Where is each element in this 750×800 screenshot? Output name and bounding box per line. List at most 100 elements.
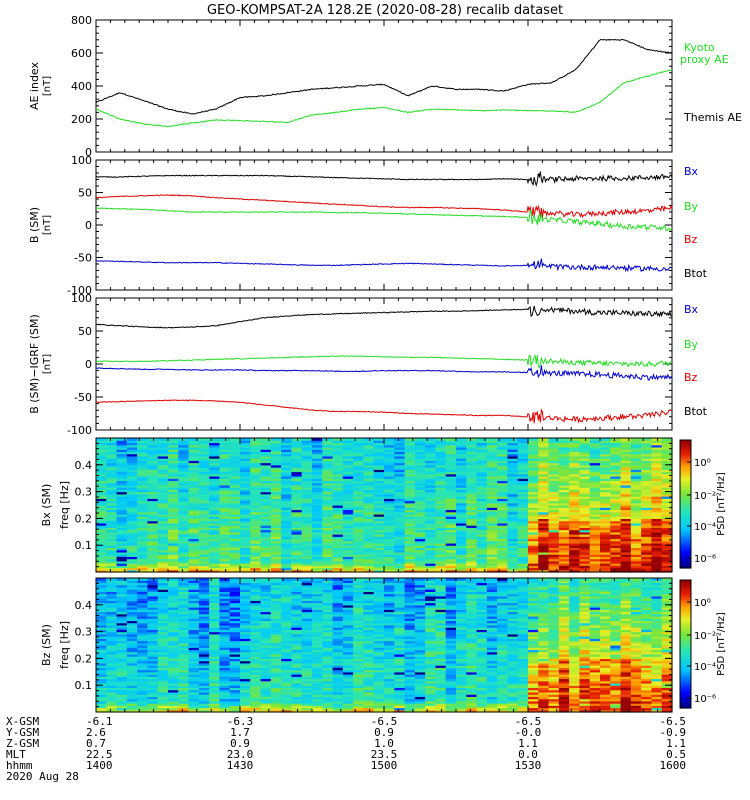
- bxspec-cell: [456, 444, 467, 448]
- bxspec-cell: [445, 440, 457, 444]
- bxspec-cell: [147, 522, 159, 526]
- bxspec-cell: [168, 502, 179, 506]
- bxspec-cell: [548, 520, 560, 524]
- bxspec-cell: [178, 560, 190, 564]
- bzspec-cell: [147, 598, 159, 601]
- bxspec-cell: [425, 567, 437, 571]
- bxspec-cell: [96, 527, 107, 531]
- bxspec-cell: [157, 440, 169, 444]
- bxspec-cell: [240, 563, 251, 566]
- bxspec-cell: [600, 522, 611, 526]
- bzspec-cell: [157, 665, 169, 668]
- bxspec-cell: [168, 469, 179, 473]
- bxspec-cell: [445, 451, 457, 455]
- bzspec-cell: [240, 658, 251, 662]
- bxspec-cell: [312, 467, 323, 470]
- bxspec-cell: [507, 460, 519, 464]
- ae-legend-kyoto: Kyoto: [684, 41, 715, 54]
- bzspec-cell: [219, 671, 231, 675]
- bzspec-cell: [96, 653, 107, 657]
- bxspec-cell: [96, 547, 107, 551]
- bxspec-cell: [507, 554, 519, 557]
- bzspec-cell: [137, 671, 149, 675]
- ae-legend-proxy: proxy AE: [680, 53, 729, 66]
- bzspec-cell: [157, 589, 169, 592]
- bxspec-cell: [384, 487, 395, 490]
- bxspec-cell: [569, 502, 581, 506]
- bxspec-cell: [363, 569, 375, 573]
- bxspec-cell: [425, 507, 437, 511]
- bxspec-cell: [610, 569, 622, 573]
- bxspec-cell: [651, 502, 663, 506]
- bxspec-cell: [384, 473, 395, 477]
- bxspec-cell: [517, 540, 529, 544]
- bzspec-cell: [168, 584, 179, 588]
- bxspec-cell: [363, 446, 375, 450]
- bxspec-cell: [620, 505, 632, 508]
- bzspec-cell: [209, 700, 221, 704]
- bxspec-cell: [188, 507, 200, 511]
- bxspec-cell: [641, 496, 653, 499]
- bxspec-cell: [414, 451, 426, 455]
- bxspec-cell: [641, 473, 653, 477]
- bxspec-cell: [116, 502, 128, 506]
- bxspec-cell: [363, 560, 375, 564]
- bxspec-cell: [435, 547, 447, 551]
- bxspec-cell: [353, 502, 365, 506]
- bxspec-cell: [404, 451, 416, 455]
- bxspec-cell: [404, 500, 416, 504]
- bzspec-cell: [209, 618, 221, 622]
- bxspec-cell: [466, 489, 478, 493]
- bxspec-cell: [373, 500, 385, 504]
- bzspec-cell: [106, 680, 118, 684]
- bxspec-cell: [466, 516, 478, 519]
- bxspec-cell: [291, 558, 303, 562]
- bxspec-cell: [219, 453, 231, 457]
- bxspec-cell: [157, 487, 169, 490]
- bxspec-cell: [157, 480, 169, 484]
- bxspec-cell: [641, 536, 653, 540]
- bxspec-cell: [126, 538, 138, 542]
- bxspec-cell: [353, 487, 365, 490]
- bxspec-cell: [425, 473, 437, 477]
- bxspec-cell: [178, 525, 190, 528]
- bxspec-cell: [620, 458, 632, 461]
- bxspec-cell: [466, 482, 478, 486]
- bxspec-cell: [414, 540, 426, 544]
- bxspec-cell: [219, 518, 231, 522]
- bxspec-cell: [404, 455, 416, 459]
- bzspec-cell: [178, 696, 190, 700]
- bzspec-cell: [229, 649, 241, 653]
- bxspec-cell: [137, 520, 149, 524]
- bxspec-cell: [600, 444, 611, 448]
- bxspec-cell: [198, 473, 210, 477]
- bxspec-cell: [116, 489, 128, 493]
- bzspec-cell: [126, 671, 138, 675]
- bxspec-cell: [517, 531, 529, 535]
- bxspec-colorbar-cell: [680, 514, 691, 518]
- bsmigrf-frame: [95, 297, 673, 431]
- bzspec-cell: [178, 660, 190, 664]
- bxspec-cell: [507, 505, 519, 508]
- bxspec-cell: [188, 525, 200, 528]
- bxspec-cell: [394, 513, 406, 517]
- bzspec-cell: [126, 636, 138, 639]
- ae-ylabel: AE index: [28, 61, 41, 110]
- bxspec-cell: [569, 451, 581, 455]
- bxspec-cell: [394, 502, 406, 506]
- bxspec-cell: [363, 545, 375, 549]
- bxspec-cell: [353, 491, 365, 495]
- bzspec-cell: [116, 687, 128, 691]
- bzspec-cell: [250, 658, 262, 662]
- bxspec-cell: [363, 509, 375, 513]
- bzspec-cell: [137, 611, 149, 615]
- bzspec-cell: [178, 687, 190, 691]
- bxspec-cell: [260, 467, 272, 470]
- bxspec-cell: [538, 473, 550, 477]
- bxspec-cell: [538, 469, 550, 473]
- bxspec-cell: [281, 509, 293, 513]
- bxspec-cell: [188, 536, 200, 540]
- bxspec-cell: [558, 473, 570, 477]
- bxspec-cell: [301, 469, 313, 473]
- bxspec-cell: [425, 489, 437, 493]
